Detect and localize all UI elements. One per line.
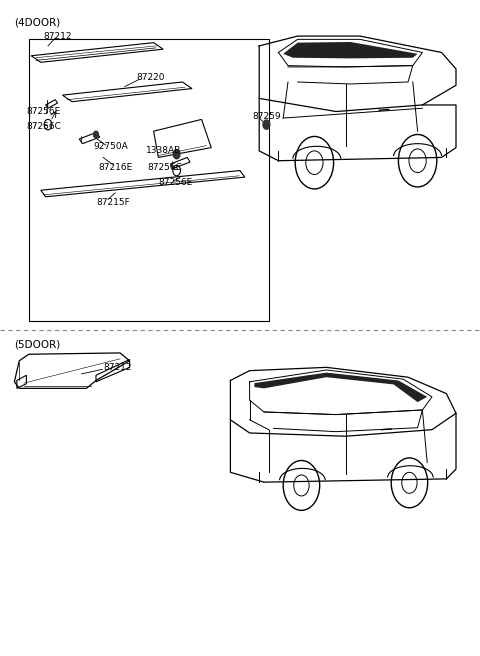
- Text: (5DOOR): (5DOOR): [14, 339, 60, 350]
- Text: 87215F: 87215F: [96, 197, 130, 207]
- Text: 87216E: 87216E: [98, 163, 132, 172]
- Text: 87259: 87259: [252, 112, 281, 121]
- Text: 87220: 87220: [137, 73, 165, 82]
- Text: 87212: 87212: [103, 363, 132, 372]
- Text: 87256C: 87256C: [148, 163, 183, 172]
- Text: 87212: 87212: [43, 31, 72, 41]
- Text: (4DOOR): (4DOOR): [14, 18, 60, 28]
- Text: 87256C: 87256C: [26, 122, 61, 131]
- Polygon shape: [283, 42, 418, 58]
- Circle shape: [94, 131, 98, 138]
- Text: 92750A: 92750A: [94, 142, 128, 152]
- Text: 87256E: 87256E: [158, 178, 192, 187]
- Polygon shape: [254, 373, 427, 402]
- Circle shape: [173, 150, 180, 159]
- Text: 87256E: 87256E: [26, 107, 60, 116]
- Circle shape: [263, 120, 270, 129]
- Text: 1338AB: 1338AB: [146, 146, 181, 155]
- Bar: [29, 39, 269, 321]
